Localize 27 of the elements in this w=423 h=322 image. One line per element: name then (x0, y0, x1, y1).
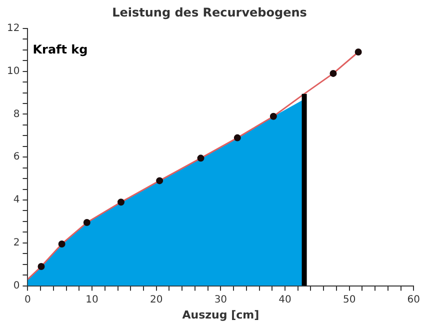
point (156, 177, 164, 184)
x-tick-label: 40 (278, 294, 292, 306)
point (117, 198, 124, 206)
point (38, 262, 45, 270)
x-tick-label: 50 (342, 294, 356, 306)
x-axis-title: Auszug [cm] (182, 308, 260, 322)
point (270, 112, 277, 120)
chart-title: Leistung des Recurvebogens (112, 5, 307, 20)
y-tick-label: 4 (13, 194, 20, 206)
x-tick-label: 20 (150, 294, 163, 306)
point (234, 134, 241, 142)
point (354, 48, 362, 56)
x-tick-label: 10 (86, 294, 98, 306)
y-axis-title: Kraft kg (32, 42, 88, 57)
y-tick-label: 6 (13, 152, 20, 163)
y-tick-label: 10 (6, 66, 20, 77)
x-tick-label: 0 (24, 294, 31, 306)
point (330, 70, 337, 77)
x-tick-label: 30 (214, 294, 228, 306)
y-tick-label: 0 (13, 280, 20, 292)
point (83, 219, 90, 226)
point (197, 154, 204, 162)
y-tick-label: 12 (6, 22, 20, 34)
y-tick-label: 2 (13, 237, 20, 248)
point (58, 240, 66, 248)
y-tick-label: 8 (13, 108, 20, 120)
x-tick-label: 60 (407, 294, 420, 306)
